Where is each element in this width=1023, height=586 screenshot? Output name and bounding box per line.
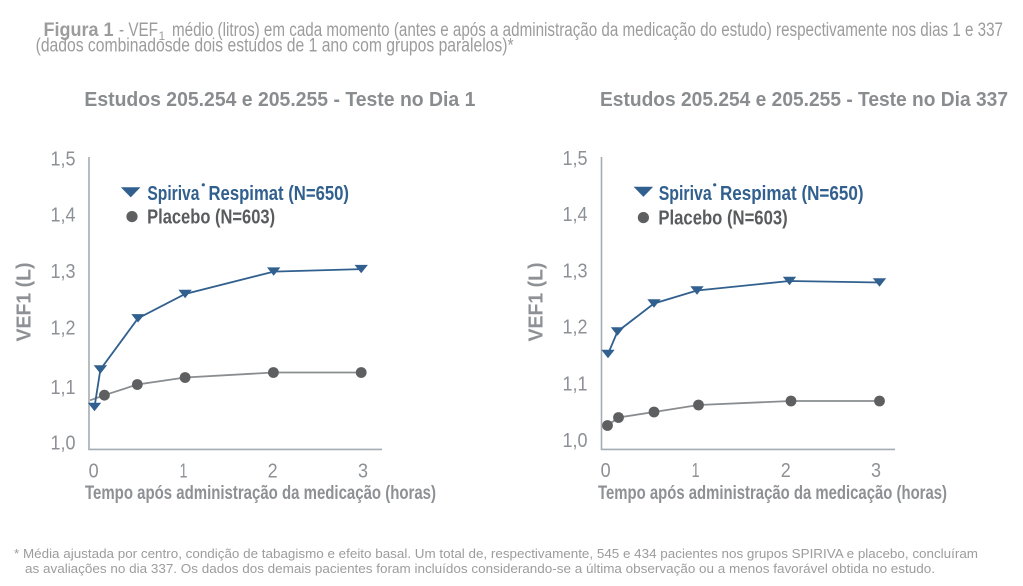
svg-text:1: 1 <box>180 461 188 483</box>
svg-text:1: 1 <box>692 460 700 482</box>
svg-text:1,1: 1,1 <box>51 377 76 399</box>
svg-text:Estudos 205.254 e 205.255 - Te: Estudos 205.254 e 205.255 - Teste no Dia… <box>600 89 1008 111</box>
svg-text:2: 2 <box>781 460 791 482</box>
svg-text:2: 2 <box>268 461 278 483</box>
svg-text:Estudos 205.254 e 205.255 - Te: Estudos 205.254 e 205.255 - Teste no Dia… <box>84 89 475 111</box>
svg-text:VEF1 (L): VEF1 (L) <box>526 263 548 342</box>
svg-text:Tempo após administração da me: Tempo após administração da medicação (h… <box>85 483 436 504</box>
svg-text:3: 3 <box>871 460 881 482</box>
svg-text:- VEF: - VEF <box>119 20 158 41</box>
svg-text:1,2: 1,2 <box>51 318 76 340</box>
svg-text:Spiriva: Spiriva <box>659 183 713 205</box>
svg-text:1,1: 1,1 <box>563 374 588 396</box>
svg-text:* Média ajustada por centro, c: * Média ajustada por centro, condição de… <box>14 546 978 561</box>
svg-text:1,3: 1,3 <box>563 260 588 282</box>
svg-text:Tempo após administração da me: Tempo após administração da medicação (h… <box>598 483 947 504</box>
svg-text:0: 0 <box>89 461 99 483</box>
svg-text:Respimat (N=650): Respimat (N=650) <box>720 183 864 205</box>
svg-text:1,2: 1,2 <box>563 317 588 339</box>
svg-text:3: 3 <box>358 461 368 483</box>
svg-text:VEF1 (L): VEF1 (L) <box>14 263 36 342</box>
svg-text:Placebo (N=603): Placebo (N=603) <box>658 208 787 230</box>
svg-text:1,0: 1,0 <box>563 430 588 452</box>
svg-text:Spiriva: Spiriva <box>147 183 200 205</box>
svg-text:1,5: 1,5 <box>563 148 588 170</box>
svg-text:Figura 1: Figura 1 <box>44 20 114 41</box>
svg-text:as avaliações no dia 337. Os d: as avaliações no dia 337. Os dados dos d… <box>25 561 935 576</box>
svg-text:1,5: 1,5 <box>51 149 76 171</box>
svg-text:1: 1 <box>159 29 166 43</box>
svg-text:0: 0 <box>601 460 611 482</box>
svg-text:Placebo (N=603): Placebo (N=603) <box>147 207 275 229</box>
svg-text:1,3: 1,3 <box>51 261 76 283</box>
svg-text:Respimat (N=650): Respimat (N=650) <box>209 183 350 205</box>
svg-text:1,4: 1,4 <box>563 204 588 226</box>
svg-text:(dados combinadosde dois estud: (dados combinadosde dois estudos de 1 an… <box>36 36 514 57</box>
svg-text:médio (litros) em cada momento: médio (litros) em cada momento (antes e … <box>172 20 1003 41</box>
svg-text:1,4: 1,4 <box>51 204 76 226</box>
svg-text:1,0: 1,0 <box>51 433 76 455</box>
